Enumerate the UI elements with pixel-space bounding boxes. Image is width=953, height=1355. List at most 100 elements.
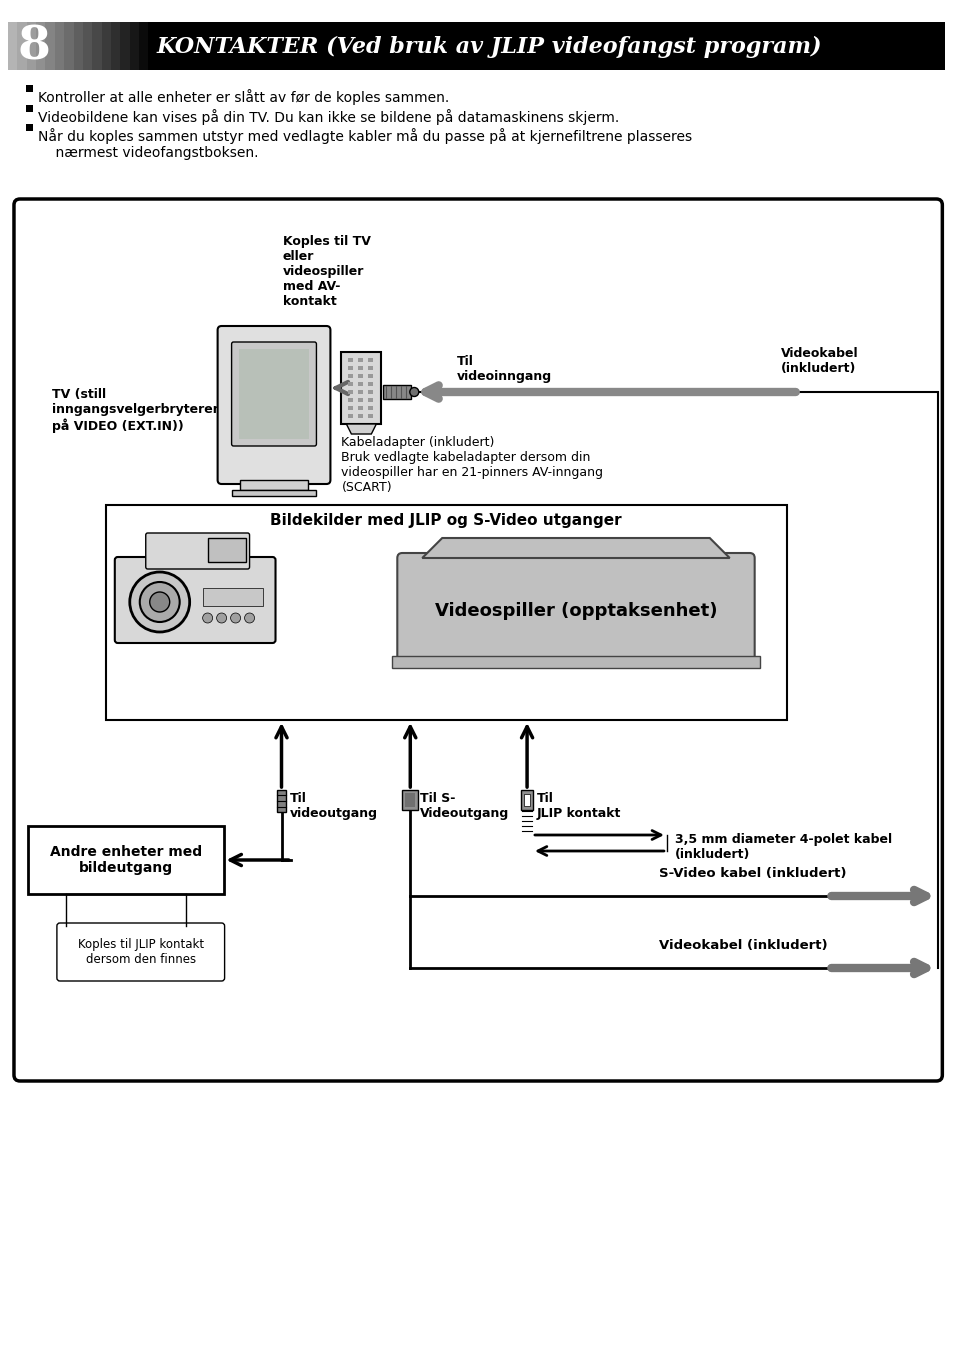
Bar — [924, 22, 935, 70]
Bar — [368, 398, 373, 402]
Text: Andre enheter med
bildeutgang: Andre enheter med bildeutgang — [50, 846, 202, 875]
Bar — [368, 366, 373, 370]
Text: 8: 8 — [18, 24, 51, 70]
FancyBboxPatch shape — [57, 923, 224, 981]
Bar — [363, 22, 374, 70]
Bar — [906, 22, 916, 70]
Bar — [831, 22, 841, 70]
Bar — [8, 22, 18, 70]
Bar — [588, 22, 598, 70]
Bar — [186, 22, 196, 70]
Bar — [36, 22, 47, 70]
Bar — [934, 22, 944, 70]
Bar — [26, 125, 33, 131]
Bar — [532, 22, 542, 70]
Bar — [728, 22, 739, 70]
Bar — [368, 374, 373, 378]
Circle shape — [410, 388, 418, 397]
Bar — [348, 390, 353, 394]
Bar — [392, 656, 759, 668]
Bar — [345, 22, 355, 70]
Bar — [402, 790, 417, 810]
FancyBboxPatch shape — [114, 557, 275, 644]
Bar — [238, 350, 309, 439]
Bar — [358, 382, 363, 386]
Bar — [812, 22, 822, 70]
Text: S-Video kabel (inkludert): S-Video kabel (inkludert) — [659, 867, 845, 879]
Bar — [289, 22, 299, 70]
Circle shape — [130, 572, 190, 631]
Bar — [513, 22, 523, 70]
Bar — [456, 22, 467, 70]
Bar — [438, 22, 449, 70]
Bar — [821, 22, 832, 70]
Bar — [662, 22, 673, 70]
FancyBboxPatch shape — [14, 199, 942, 1081]
Bar — [841, 22, 851, 70]
Bar — [373, 22, 383, 70]
Bar — [419, 22, 430, 70]
Circle shape — [150, 592, 170, 612]
Bar — [355, 22, 364, 70]
Bar — [644, 22, 655, 70]
Bar — [523, 794, 530, 806]
Circle shape — [139, 583, 179, 622]
Bar — [775, 22, 785, 70]
Bar — [520, 790, 533, 810]
Bar — [401, 22, 411, 70]
FancyBboxPatch shape — [146, 533, 250, 569]
Bar — [522, 22, 533, 70]
Text: Videobildene kan vises på din TV. Du kan ikke se bildene på datamaskinens skjerm: Videobildene kan vises på din TV. Du kan… — [38, 108, 618, 125]
Bar — [276, 790, 286, 812]
FancyBboxPatch shape — [232, 341, 316, 446]
Bar — [202, 588, 262, 606]
Bar — [64, 22, 74, 70]
FancyBboxPatch shape — [217, 327, 330, 484]
Bar — [326, 22, 336, 70]
Text: 3,5 mm diameter 4-polet kabel
(inkludert): 3,5 mm diameter 4-polet kabel (inkludert… — [674, 833, 891, 860]
Bar — [252, 22, 261, 70]
Bar — [17, 22, 28, 70]
Bar — [358, 398, 363, 402]
Bar — [26, 85, 33, 92]
Bar — [279, 22, 290, 70]
Bar — [195, 22, 206, 70]
Bar — [368, 390, 373, 394]
Bar — [358, 415, 363, 417]
Bar — [672, 22, 682, 70]
Bar — [157, 22, 168, 70]
Bar — [429, 22, 439, 70]
Bar — [358, 406, 363, 411]
Bar — [348, 366, 353, 370]
Bar — [551, 22, 561, 70]
Bar — [73, 22, 84, 70]
Bar — [26, 104, 33, 112]
Bar — [803, 22, 814, 70]
Bar — [348, 398, 353, 402]
Bar — [654, 22, 663, 70]
Bar — [495, 22, 505, 70]
Text: Til
videoutgang: Til videoutgang — [289, 793, 377, 820]
Text: Til S-
Videoutgang: Til S- Videoutgang — [420, 793, 509, 820]
Bar — [757, 22, 766, 70]
Bar — [850, 22, 861, 70]
Circle shape — [216, 612, 227, 623]
Bar — [54, 22, 65, 70]
Bar — [348, 415, 353, 417]
Bar — [476, 22, 486, 70]
Bar — [242, 22, 253, 70]
Bar — [700, 22, 711, 70]
Bar — [232, 491, 316, 496]
Bar — [541, 22, 552, 70]
Bar — [504, 22, 514, 70]
Bar — [747, 22, 758, 70]
Bar — [382, 22, 393, 70]
Bar — [270, 22, 280, 70]
Bar — [368, 406, 373, 411]
Bar — [348, 374, 353, 378]
Bar — [341, 352, 381, 424]
Polygon shape — [346, 424, 375, 434]
Bar — [368, 382, 373, 386]
Bar — [569, 22, 579, 70]
Text: Videokabel (inkludert): Videokabel (inkludert) — [659, 939, 826, 953]
